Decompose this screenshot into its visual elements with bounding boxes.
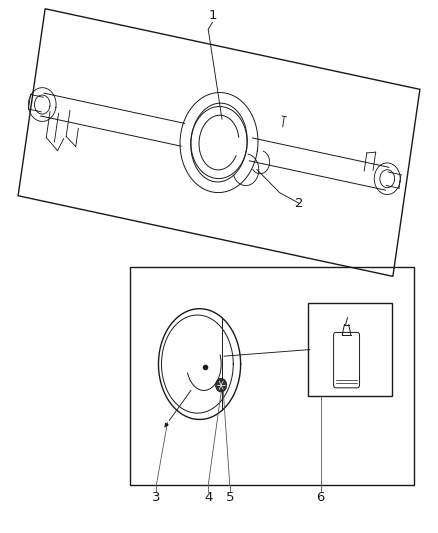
Circle shape <box>215 378 227 392</box>
Text: 6: 6 <box>316 491 325 504</box>
Text: 1: 1 <box>208 10 217 22</box>
Text: 3: 3 <box>152 491 161 504</box>
Text: 2: 2 <box>295 197 303 209</box>
Bar <box>307 303 392 395</box>
Bar <box>131 266 413 486</box>
Text: 4: 4 <box>204 491 212 504</box>
Text: 5: 5 <box>226 491 234 504</box>
